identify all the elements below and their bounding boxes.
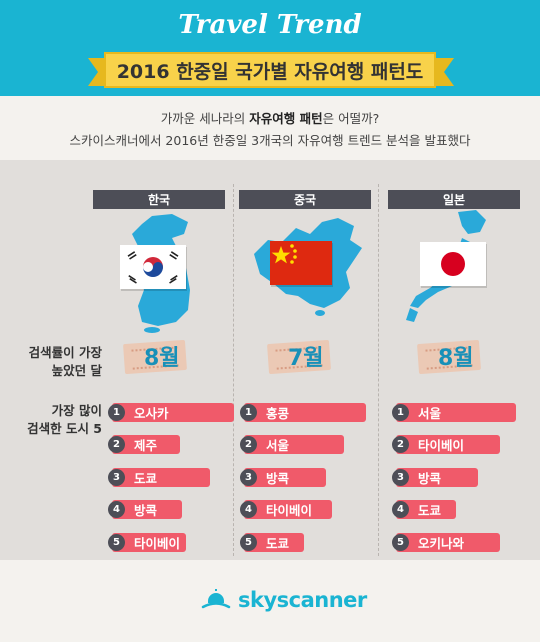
city-name: 오키나와 xyxy=(418,536,465,551)
city-name: 제주 xyxy=(134,438,158,453)
city-item: 서울 xyxy=(396,403,516,422)
peak-month-china: 7월 xyxy=(267,336,368,380)
rank-badge: 5 xyxy=(392,534,409,551)
city-item: 도쿄 xyxy=(112,468,210,487)
city-item: 도쿄 xyxy=(396,500,456,519)
trend-title: Travel Trend xyxy=(178,10,362,40)
city-item: 홍콩 xyxy=(244,403,366,422)
china-flag-icon xyxy=(270,241,332,285)
city-name: 방콕 xyxy=(134,503,158,518)
city-name: 서울 xyxy=(418,406,442,421)
rank-badge: 3 xyxy=(392,469,409,486)
japan-flag-icon xyxy=(420,242,486,286)
peak-month-value: 7월 xyxy=(288,346,324,371)
city-item: 제주 xyxy=(112,435,180,454)
country-tab-korea: 한국 xyxy=(93,190,225,209)
header: Travel Trend 2016 한중일 국가별 자유여행 패턴도 xyxy=(0,0,540,96)
city-name: 타이베이 xyxy=(418,438,465,453)
city-name: 오사카 xyxy=(134,406,169,421)
country-tab-japan: 일본 xyxy=(388,190,520,209)
peak-month-korea: 8월 xyxy=(123,336,224,380)
row-label-line: 높았던 달 xyxy=(51,363,102,378)
city-name: 타이베이 xyxy=(266,503,313,518)
rank-badge: 4 xyxy=(392,501,409,518)
intro-text: 은 어떨까? xyxy=(322,111,380,126)
city-name: 홍콩 xyxy=(266,406,290,421)
intro-text: 가까운 세나라의 xyxy=(160,111,250,126)
city-name: 서울 xyxy=(266,438,290,453)
rank-badge: 3 xyxy=(240,469,257,486)
peak-month-value: 8월 xyxy=(144,346,180,371)
intro-line-1: 가까운 세나라의 자유여행 패턴은 어떨까? xyxy=(0,108,540,127)
column-divider xyxy=(378,184,379,556)
city-item: 방콕 xyxy=(396,468,478,487)
rank-badge: 1 xyxy=(240,404,257,421)
rank-badge: 2 xyxy=(108,436,125,453)
row-label-line: 가장 많이 xyxy=(51,403,102,418)
city-name: 방콕 xyxy=(266,471,290,486)
city-item: 방콕 xyxy=(112,500,182,519)
row-label-line: 검색한 도시 5 xyxy=(27,421,102,436)
row-label-line: 검색률이 가장 xyxy=(28,345,102,360)
banner-ribbon-right xyxy=(436,58,454,86)
city-item: 오키나와 xyxy=(396,533,500,552)
city-item: 도쿄 xyxy=(244,533,304,552)
korea-flag-icon xyxy=(120,245,186,289)
rank-badge: 1 xyxy=(392,404,409,421)
city-name: 도쿄 xyxy=(134,471,158,486)
rank-badge: 4 xyxy=(240,501,257,518)
city-name: 방콕 xyxy=(418,471,442,486)
city-name: 타이베이 xyxy=(134,536,181,551)
city-item: 오사카 xyxy=(112,403,234,422)
rank-badge: 5 xyxy=(108,534,125,551)
skyscanner-logo: skyscanner xyxy=(200,588,367,612)
banner-ribbon-left xyxy=(88,58,106,86)
logo-text: skyscanner xyxy=(238,588,367,612)
intro-line-2: 스카이스캐너에서 2016년 한중일 3개국의 자유여행 트렌드 분석을 발표했… xyxy=(69,133,471,148)
city-item: 방콕 xyxy=(244,468,326,487)
rank-badge: 4 xyxy=(108,501,125,518)
page-title: 2016 한중일 국가별 자유여행 패턴도 xyxy=(104,52,436,88)
rank-badge: 2 xyxy=(240,436,257,453)
rank-badge: 5 xyxy=(240,534,257,551)
rank-badge: 3 xyxy=(108,469,125,486)
rank-badge: 2 xyxy=(392,436,409,453)
city-name: 도쿄 xyxy=(266,536,290,551)
peak-month-value: 8월 xyxy=(438,346,474,371)
row-label-top-cities: 가장 많이 검색한 도시 5 xyxy=(14,402,102,438)
city-item: 타이베이 xyxy=(112,533,186,552)
row-label-peak-month: 검색률이 가장 높았던 달 xyxy=(14,344,102,380)
rank-badge: 1 xyxy=(108,404,125,421)
city-item: 타이베이 xyxy=(396,435,500,454)
city-name: 도쿄 xyxy=(418,503,442,518)
peak-month-japan: 8월 xyxy=(417,336,518,380)
country-tab-china: 중국 xyxy=(239,190,371,209)
city-item: 서울 xyxy=(244,435,344,454)
skyscanner-cloud-icon xyxy=(201,589,231,609)
column-divider xyxy=(233,184,234,556)
city-item: 타이베이 xyxy=(244,500,332,519)
intro-highlight: 자유여행 패턴 xyxy=(249,111,323,126)
